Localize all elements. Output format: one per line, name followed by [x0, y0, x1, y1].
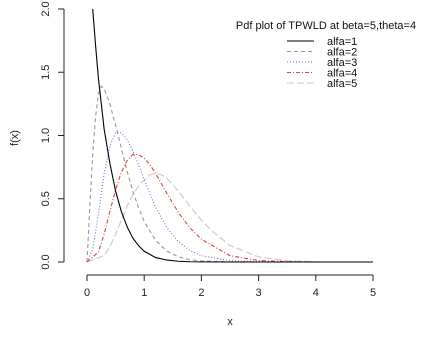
- x-tick-label: 5: [370, 287, 376, 299]
- x-tick-label: 4: [313, 287, 319, 299]
- x-tick-label: 0: [84, 287, 90, 299]
- legend-label: alfa=3: [327, 57, 357, 69]
- y-tick-label: 0.5: [40, 191, 52, 206]
- legend-label: alfa=2: [327, 47, 357, 59]
- x-tick-label: 3: [256, 287, 262, 299]
- series-line-alfa-1: [92, 8, 373, 263]
- x-tick-label: 2: [198, 287, 204, 299]
- y-tick-label: 2.0: [40, 1, 52, 16]
- x-axis-title: x: [227, 316, 233, 328]
- series-line-alfa-3: [86, 131, 373, 263]
- y-axis-ticks: 0.0 0.5 1.0 1.5 2.0: [40, 1, 64, 270]
- legend-label: alfa=1: [327, 36, 357, 48]
- series-line-alfa-5: [86, 172, 373, 263]
- x-tick-label: 1: [141, 287, 147, 299]
- plot-area: [86, 8, 373, 263]
- legend: Pdf plot of TPWLD at beta=5,theta=4 alfa…: [236, 20, 416, 90]
- legend-label: alfa=4: [327, 68, 357, 80]
- y-tick-label: 1.0: [40, 128, 52, 143]
- legend-label: alfa=5: [327, 78, 357, 90]
- legend-title: Pdf plot of TPWLD at beta=5,theta=4: [236, 20, 416, 32]
- y-tick-label: 0.0: [40, 254, 52, 269]
- y-tick-label: 1.5: [40, 65, 52, 80]
- y-axis-title: f(x): [9, 130, 21, 146]
- x-axis-ticks: 0 1 2 3 4 5: [84, 275, 376, 299]
- series-line-alfa-4: [86, 153, 373, 263]
- series-line-alfa-2: [86, 85, 373, 263]
